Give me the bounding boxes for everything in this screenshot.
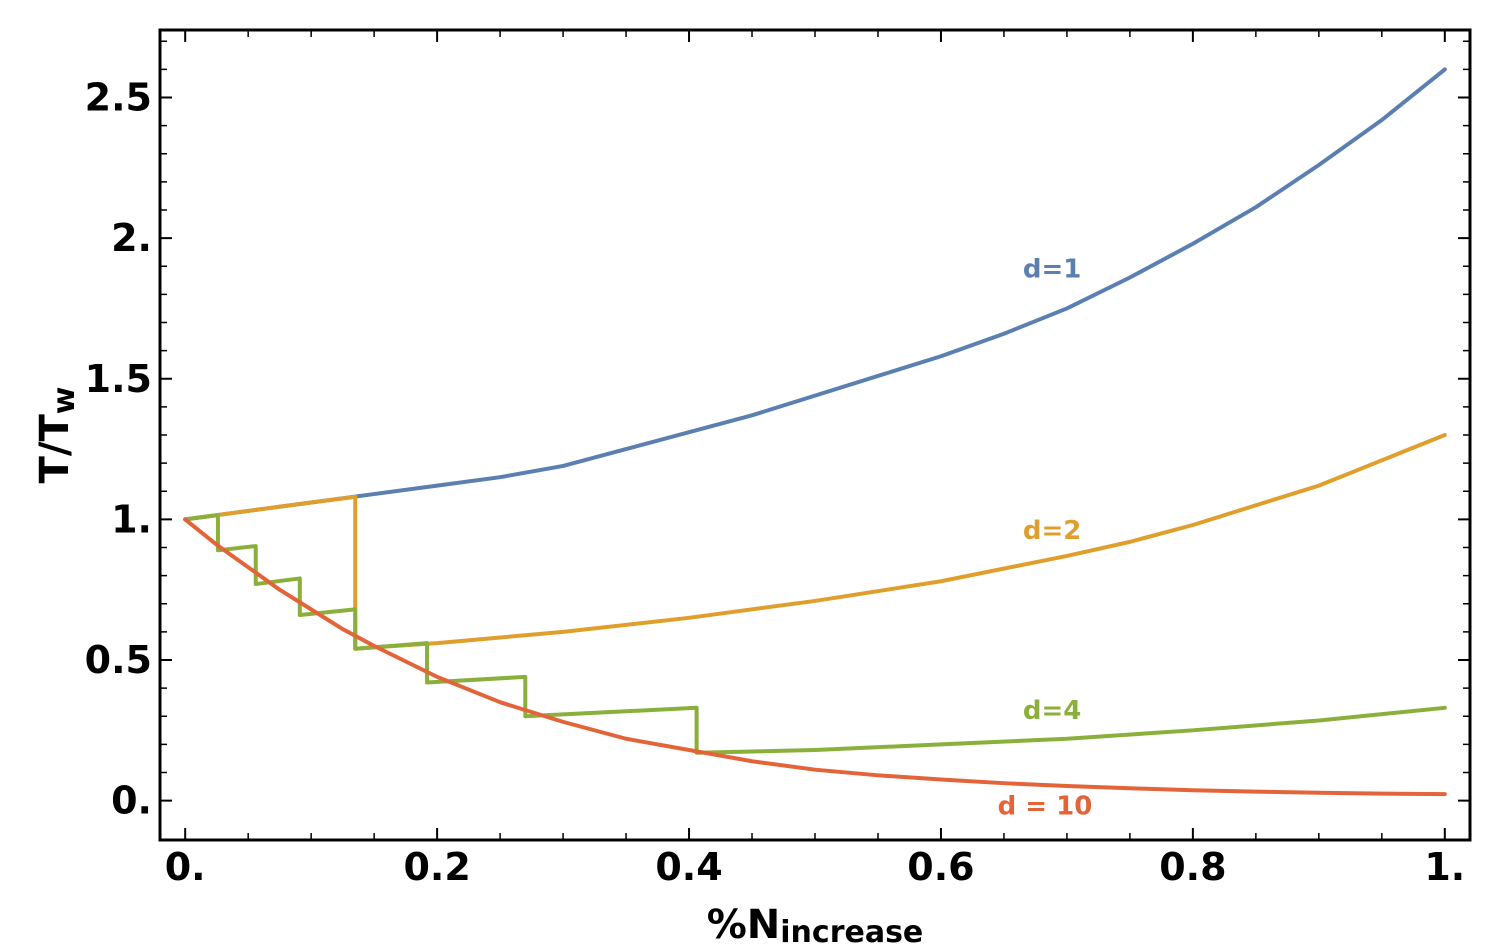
y-tick-label-0: 0. (111, 779, 152, 823)
y-axis-label-main: T/T (32, 414, 78, 484)
series-label-0: d=1 (1023, 255, 1082, 285)
x-tick-label-1: 0.2 (403, 845, 470, 889)
y-tick-label-5: 2.5 (85, 76, 152, 120)
series-label-3: d = 10 (998, 792, 1093, 822)
series-line-3 (183, 517, 1447, 797)
plot-frame (158, 28, 1472, 842)
y-tick-label-3: 1.5 (85, 357, 152, 401)
x-axis-label-sub: increase (780, 915, 923, 950)
y-axis-label-sub: w (47, 387, 82, 415)
series-label-2: d=4 (1023, 696, 1082, 726)
x-tick-label-5: 1. (1424, 845, 1465, 889)
y-tick-label-2: 1. (111, 497, 152, 541)
y-tick-label-4: 2. (111, 216, 152, 260)
y-tick-label-1: 0.5 (85, 638, 152, 682)
x-tick-label-0: 0. (165, 845, 206, 889)
series-line-2 (183, 513, 1447, 755)
series-label-1: d=2 (1023, 516, 1082, 546)
x-axis-label: %Nincrease (707, 902, 924, 950)
series-layer (183, 67, 1447, 797)
x-tick-label-2: 0.4 (655, 845, 722, 889)
ticks-layer: 0. 0.2 0.4 0.6 0.8 1. 0. 0.5 1. 1.5 2. 2.5 (85, 30, 1470, 889)
labels-layer: d=1 d=2 d=4 d = 10 (998, 255, 1093, 822)
series-line-1 (183, 433, 1447, 651)
x-axis-label-main: %N (707, 902, 781, 948)
x-tick-label-3: 0.6 (907, 845, 974, 889)
series-line-0 (183, 67, 1447, 522)
x-tick-label-4: 0.8 (1159, 845, 1226, 889)
y-axis-label: T/Tw (32, 387, 82, 484)
